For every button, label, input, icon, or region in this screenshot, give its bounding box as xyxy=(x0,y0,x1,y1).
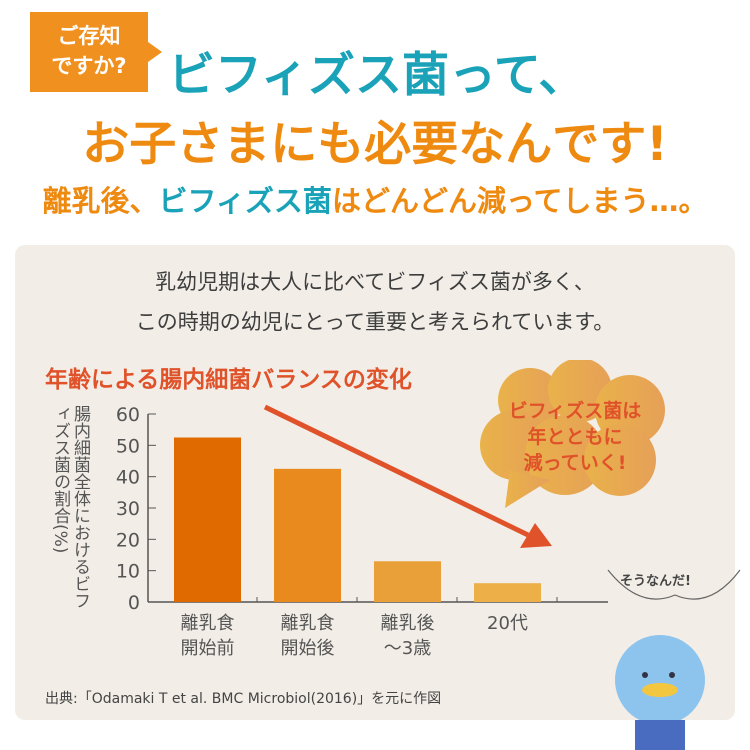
headline-line3: 離乳後、ビフィズス菌はどんどん減ってしまう…。 xyxy=(0,178,750,220)
line3-post: はどんどん減ってしまう…。 xyxy=(331,184,708,218)
chart-title: 年齢による腸内細菌バランスの変化 xyxy=(45,367,412,393)
intro-line1: 乳幼児期は大人に比べてビフィズス菌が多く、 xyxy=(155,270,595,294)
y-tick-label: 30 xyxy=(116,498,140,520)
bar xyxy=(474,583,541,602)
callout-line2: 年とともに xyxy=(527,426,623,448)
bird-character xyxy=(607,569,741,750)
x-tick-label: 離乳後 xyxy=(381,613,435,634)
callout-line1: ビフィズス菌は xyxy=(508,400,642,422)
x-tick-label: 開始前 xyxy=(181,638,235,659)
bar xyxy=(174,437,241,602)
headline-line1: ビフィズス菌って、 xyxy=(168,48,586,103)
headline-line2: お子さまにも必要なんです! xyxy=(82,117,668,172)
source-citation: 出典:「Odamaki T et al. BMC Microbiol(2016)… xyxy=(45,691,442,707)
character-speech: そうなんだ! xyxy=(620,574,691,589)
trend-arrow-head xyxy=(520,523,552,548)
badge-line1: ご存知 xyxy=(57,24,121,48)
bar xyxy=(374,561,441,602)
intro-line2: この時期の幼児にとって重要と考えられています。 xyxy=(135,310,615,334)
x-tick-label: 〜3歳 xyxy=(384,638,431,659)
y-tick-label: 50 xyxy=(116,435,140,457)
x-tick-label: 20代 xyxy=(487,613,528,634)
line3-teal: ビフィズス菌 xyxy=(158,184,332,218)
callout-cloud xyxy=(480,360,665,508)
x-tick-label: 離乳食 xyxy=(281,613,335,634)
y-tick-label: 0 xyxy=(128,592,140,614)
callout-line3: 減っていく! xyxy=(523,452,627,474)
x-tick-label: 離乳食 xyxy=(181,613,235,634)
x-tick-label: 開始後 xyxy=(281,638,335,659)
callout-text: ビフィズス菌は 年とともに減っていく! xyxy=(470,398,680,476)
bar xyxy=(274,468,341,602)
did-you-know-badge: ご存知ですか? xyxy=(30,12,162,92)
y-tick-label: 40 xyxy=(116,467,140,489)
badge-line2: ですか? xyxy=(51,54,127,78)
speech-bubble-outline xyxy=(607,569,741,600)
y-tick-label: 10 xyxy=(116,561,140,583)
y-tick-label: 20 xyxy=(116,529,140,551)
line3-pre: 離乳後、 xyxy=(42,184,159,218)
y-axis-title: 腸内細菌全体におけるビフィズス菌の割合(%) xyxy=(50,405,90,609)
y-tick-label: 60 xyxy=(116,404,140,426)
trend-arrow-line xyxy=(263,404,530,538)
